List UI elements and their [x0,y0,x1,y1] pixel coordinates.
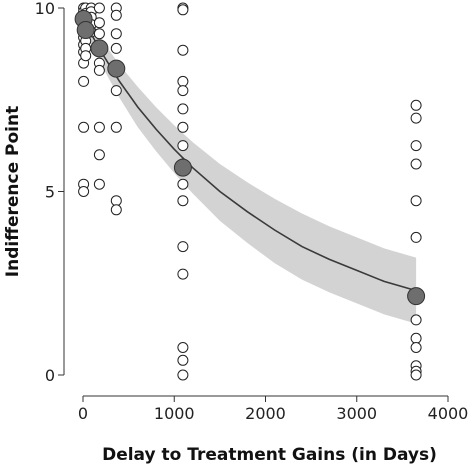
observation-point [410,195,422,207]
observation-point [410,342,422,353]
observation-point [177,178,189,190]
observation-point [110,9,122,21]
observation-point [410,231,422,243]
observation-point [177,4,189,16]
observation-point [177,75,189,87]
fit-curve [82,14,417,292]
mean-point [90,39,109,58]
x-tick-label: 0 [78,404,88,423]
observation-point [110,85,122,97]
observation-point [177,369,189,381]
observation-point [177,342,189,353]
observation-point [410,332,422,344]
observation-point [93,2,105,14]
observation-point [177,195,189,207]
observation-point [110,42,122,54]
observation-point [177,85,189,97]
mean-point [76,21,95,39]
mean-point [107,59,126,78]
confidence-band-layer [83,8,417,324]
observation-point [410,112,422,124]
observation-point [177,44,189,56]
observation-point [93,121,105,133]
observation-point [93,178,105,190]
observation-point [93,17,105,29]
observation-point [410,140,422,152]
observation-point [177,354,189,366]
x-tick-label: 4000 [428,404,469,423]
observation-point [177,241,189,253]
mean-points-layer [74,10,426,306]
y-tick-label: 5 [45,183,55,202]
observation-point [410,369,422,381]
y-axis-title: Indifference Point [3,106,23,277]
observation-point [110,28,122,40]
x-axis-title: Delay to Treatment Gains (in Days) [102,445,437,465]
observation-point [78,186,90,197]
fit-curve-layer [82,14,417,292]
observation-point [177,121,189,133]
y-tick-label: 10 [35,0,55,18]
observation-point [410,99,422,111]
mean-point [173,158,192,177]
observation-point [110,204,122,216]
observation-point [177,268,189,280]
x-tick-label: 3000 [336,404,377,423]
observation-point [110,121,122,133]
y-tick-label: 0 [45,366,55,385]
mean-point [407,287,426,306]
observation-point [177,140,189,152]
observation-point [93,149,105,161]
observation-point [78,75,90,87]
observation-point [177,103,189,115]
observation-point [78,121,90,133]
x-tick-label: 2000 [245,404,286,423]
confidence-band [83,8,417,324]
observation-point [93,28,105,40]
observation-point [93,64,105,76]
x-tick-label: 1000 [154,404,195,423]
observation-point [80,50,92,62]
observation-point [410,314,422,326]
axes-layer: 0 5 10 0 1000 2000 3000 4000 [35,0,469,423]
observation-point [110,195,122,207]
observation-point [410,158,422,170]
